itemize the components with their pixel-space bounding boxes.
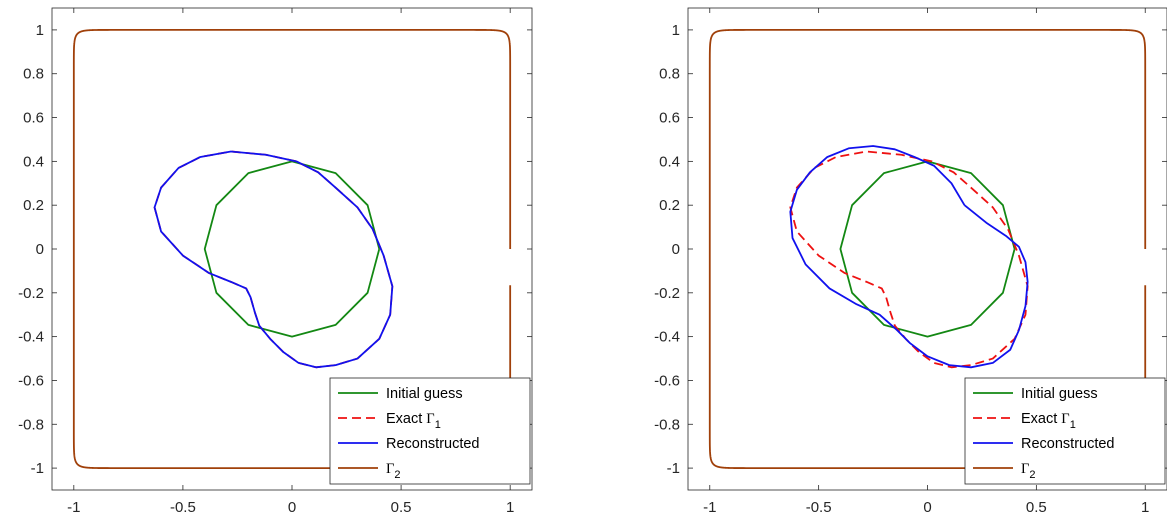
y-tick-label: 0.8 xyxy=(659,66,680,83)
x-tick-label: -0.5 xyxy=(170,499,196,516)
series-line-right-2 xyxy=(789,145,1029,369)
legend-box: Initial guess Exact Γ1 Reconstructed Γ2 xyxy=(329,377,531,485)
y-tick-label: -0.8 xyxy=(18,416,44,433)
x-tick-label: 0.5 xyxy=(1026,499,1047,516)
legend-label: Γ2 xyxy=(1021,461,1036,481)
y-tick-label: 1 xyxy=(672,22,680,39)
y-tick-label: 0 xyxy=(672,241,680,258)
chart-panel-right: -1 -0.5 0 0.5 1 1 0.8 0.6 0.4 0.2 0 -0.2 -0.4 -0.6 -0.… xyxy=(654,7,1167,516)
x-tick-label: 0.5 xyxy=(391,499,412,516)
x-tick-label: -0.5 xyxy=(806,499,832,516)
y-tick-label: 0.6 xyxy=(659,110,680,127)
y-tick-label: 0.4 xyxy=(23,153,44,170)
legend-label: Reconstructed xyxy=(1021,436,1115,452)
y-tick-label: -0.4 xyxy=(654,329,680,346)
legend-label: Γ2 xyxy=(386,461,401,481)
series-line-left-2 xyxy=(153,150,394,369)
legend-label: Exact Γ1 xyxy=(1021,411,1076,431)
y-tick-label: 1 xyxy=(36,22,44,39)
y-tick-label: -0.6 xyxy=(18,372,44,389)
y-tick-label: 0.2 xyxy=(659,197,680,214)
series-line-left-0 xyxy=(203,160,381,338)
y-tick-label: 0 xyxy=(36,241,44,258)
y-tick-label: -0.4 xyxy=(18,329,44,346)
y-tick-label: 0.4 xyxy=(659,153,680,170)
y-tick-label: -0.2 xyxy=(18,285,44,302)
legend-box: Initial guess Exact Γ1 Reconstructed Γ2 xyxy=(964,377,1166,485)
y-tick-label: -1 xyxy=(667,460,680,477)
series-line-right-0 xyxy=(839,160,1016,338)
y-tick-label: 0.2 xyxy=(23,197,44,214)
x-tick-label: 1 xyxy=(1141,499,1149,516)
legend-frame xyxy=(329,377,531,485)
legend-label: Initial guess xyxy=(386,386,463,402)
y-tick-label: -0.8 xyxy=(654,416,680,433)
chart-panel-left: -1 -0.5 0 0.5 1 1 0.8 0.6 0.4 0.2 0 -0.2 -0.4 -0.6 -0.… xyxy=(18,7,533,516)
x-tick-label: -1 xyxy=(703,499,716,516)
x-tick-label: 0 xyxy=(923,499,931,516)
x-tick-label: -1 xyxy=(67,499,80,516)
x-tick-label: 1 xyxy=(506,499,514,516)
series-line-right-1 xyxy=(789,150,1029,369)
legend-label: Reconstructed xyxy=(386,436,480,452)
legend-frame xyxy=(964,377,1166,485)
y-tick-label: -0.2 xyxy=(654,285,680,302)
legend-label: Exact Γ1 xyxy=(386,411,441,431)
y-tick-label: -0.6 xyxy=(654,372,680,389)
x-tick-label: 0 xyxy=(288,499,296,516)
y-tick-label: -1 xyxy=(31,460,44,477)
legend-label: Initial guess xyxy=(1021,386,1098,402)
y-tick-label: 0.8 xyxy=(23,66,44,83)
y-tick-label: 0.6 xyxy=(23,110,44,127)
